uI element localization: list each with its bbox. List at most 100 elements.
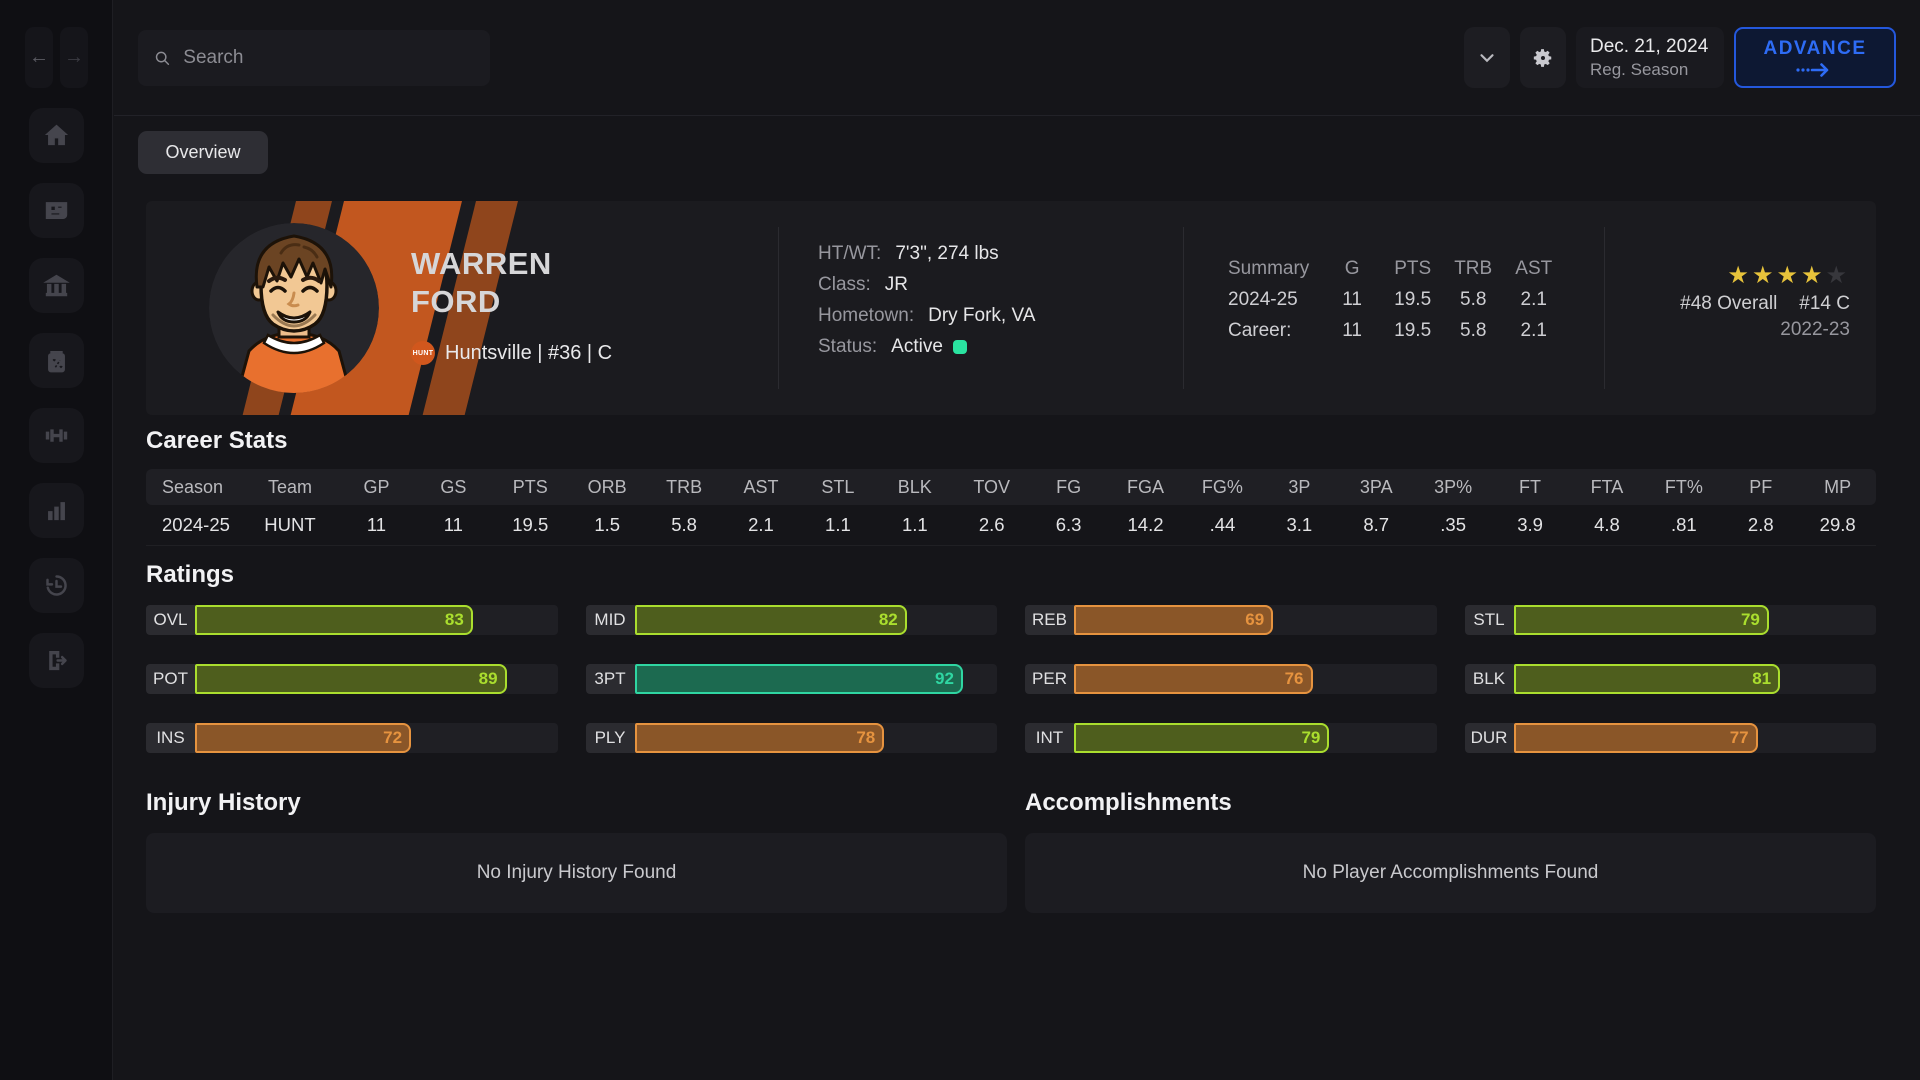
accomplishments-empty: No Player Accomplishments Found bbox=[1302, 862, 1599, 883]
rating-mid: MID 82 bbox=[585, 605, 997, 635]
search-box[interactable] bbox=[138, 30, 490, 86]
star-filled-icon: ★ bbox=[1727, 262, 1752, 289]
rating-label: DUR bbox=[1464, 723, 1514, 753]
rating-fill: 83 bbox=[195, 605, 473, 635]
bio-row: Hometown: Dry Fork, VA bbox=[818, 305, 1035, 327]
career-stat-cell: 1.5 bbox=[594, 514, 621, 535]
summary-cell: Career: bbox=[1228, 319, 1292, 341]
rating-track: 76 bbox=[1074, 664, 1437, 694]
rating-fill: 82 bbox=[634, 605, 907, 635]
game-date[interactable]: Dec. 21, 2024 Reg. Season bbox=[1576, 27, 1724, 88]
career-stat-cell: TOV bbox=[973, 476, 1011, 497]
player-team-position: Huntsville | #36 | C bbox=[445, 341, 613, 364]
bank-icon bbox=[43, 274, 70, 297]
summary-cell: 11 bbox=[1342, 319, 1362, 341]
career-stat-cell: 14.2 bbox=[1127, 514, 1164, 535]
sidebar-item-training[interactable] bbox=[29, 408, 84, 463]
rating-track: 89 bbox=[195, 664, 558, 694]
career-stat-cell: FT bbox=[1519, 476, 1542, 497]
career-stat-cell: FGA bbox=[1127, 476, 1165, 497]
rating-label: POT bbox=[146, 664, 195, 694]
collapse-button[interactable] bbox=[1464, 27, 1510, 88]
summary-header-row: Summary G PTS TRB AST bbox=[1228, 253, 1564, 284]
rating-fill: 79 bbox=[1513, 605, 1769, 635]
sidebar-item-history[interactable] bbox=[29, 558, 84, 613]
sidebar-item-news[interactable] bbox=[29, 183, 84, 238]
rating-track: 81 bbox=[1513, 664, 1876, 694]
rating-fill: 77 bbox=[1513, 723, 1758, 753]
career-stat-cell: 3PA bbox=[1359, 476, 1393, 497]
career-stat-cell: 5.8 bbox=[671, 514, 697, 535]
back-button[interactable]: ← bbox=[25, 27, 53, 88]
star-filled-icon: ★ bbox=[1800, 262, 1826, 289]
strategy-clipboard-icon bbox=[48, 350, 65, 373]
rating-reb: REB 69 bbox=[1025, 605, 1437, 635]
summary-cell: 2.1 bbox=[1520, 319, 1547, 341]
ratings-grid: OVL 83 MID 82 REB 69 STL 79 POT 89 3PT 92 PER 76 BLK 81… bbox=[146, 605, 1876, 753]
career-stat-cell: FT% bbox=[1664, 476, 1703, 497]
rating-label: 3PT bbox=[585, 664, 635, 694]
settings-button[interactable] bbox=[1520, 27, 1566, 88]
bar-chart-icon bbox=[48, 502, 65, 521]
injury-history-heading: Injury History bbox=[146, 789, 301, 816]
recruit-class-year: 2022-23 bbox=[1780, 319, 1850, 340]
summary-cell: 5.8 bbox=[1460, 288, 1487, 310]
sidebar-item-school[interactable] bbox=[29, 258, 84, 313]
season-phase: Reg. Season bbox=[1590, 59, 1689, 79]
sidebar-item-stats[interactable] bbox=[29, 483, 84, 538]
rating-fill: 92 bbox=[634, 664, 963, 694]
summary-cell: AST bbox=[1515, 257, 1553, 279]
sidebar-item-home[interactable] bbox=[29, 108, 84, 163]
search-input[interactable] bbox=[183, 47, 474, 69]
bio-value: Active bbox=[891, 336, 943, 357]
injury-history-panel: No Injury History Found bbox=[146, 833, 1007, 913]
player-card: WARREN FORD HUNT Huntsville | #36 | C HT… bbox=[146, 201, 1876, 415]
career-stat-cell: 19.5 bbox=[512, 514, 549, 535]
gear-icon bbox=[1533, 48, 1552, 67]
career-stat-cell: GP bbox=[363, 476, 390, 497]
rating-stl: STL 79 bbox=[1464, 605, 1876, 635]
player-avatar bbox=[209, 223, 379, 393]
arrow-left-icon: ← bbox=[29, 46, 49, 68]
rating-per: PER 76 bbox=[1025, 664, 1437, 694]
career-stat-cell: 11 bbox=[443, 514, 463, 535]
career-stat-cell: 2.6 bbox=[978, 514, 1005, 535]
star-rating: ★★★★★ bbox=[1727, 263, 1850, 289]
career-stat-cell: 1.1 bbox=[901, 514, 928, 535]
career-stat-cell: 8.7 bbox=[1363, 514, 1390, 535]
career-stat-cell: Season bbox=[162, 476, 224, 497]
player-last-name: FORD bbox=[411, 284, 501, 319]
rating-label: INS bbox=[146, 723, 195, 753]
rating-track: 69 bbox=[1074, 605, 1437, 635]
player-overview-page: Overview bbox=[114, 117, 1920, 1080]
history-clock-icon bbox=[46, 575, 67, 596]
forward-button[interactable]: → bbox=[60, 27, 88, 88]
team-logo[interactable]: HUNT bbox=[411, 341, 435, 365]
recruit-block: ★★★★★ #48 Overall #14 C 2022-23 bbox=[1680, 263, 1850, 341]
summary-cell: 2024-25 bbox=[1228, 288, 1298, 310]
arrow-right-icon: → bbox=[64, 46, 84, 68]
rating-track: 83 bbox=[195, 605, 558, 635]
career-stat-cell: 3P% bbox=[1434, 476, 1473, 497]
career-stat-cell: MP bbox=[1824, 476, 1852, 497]
career-stat-cell: ORB bbox=[587, 476, 627, 497]
career-stat-cell: PF bbox=[1749, 476, 1773, 497]
rating-track: 77 bbox=[1513, 723, 1876, 753]
chevron-down-icon bbox=[1480, 53, 1494, 62]
bio-value: 7'3", 274 lbs bbox=[895, 243, 999, 264]
divider bbox=[1604, 227, 1605, 389]
career-stat-cell: AST bbox=[743, 476, 779, 497]
injury-history-empty: No Injury History Found bbox=[476, 862, 677, 883]
divider bbox=[1183, 227, 1184, 389]
rating-fill: 78 bbox=[634, 723, 885, 753]
rating-fill: 72 bbox=[195, 723, 412, 753]
tab-overview[interactable]: Overview bbox=[138, 131, 268, 174]
rating-label: MID bbox=[585, 605, 635, 635]
advance-button[interactable]: ADVANCE bbox=[1734, 27, 1896, 88]
accomplishments-panel: No Player Accomplishments Found bbox=[1025, 833, 1876, 913]
star-empty-icon: ★ bbox=[1825, 262, 1850, 289]
summary-cell: PTS bbox=[1394, 257, 1432, 279]
sidebar-item-playbook[interactable] bbox=[29, 333, 84, 388]
rating-fill: 79 bbox=[1074, 723, 1330, 753]
sidebar-item-exit[interactable] bbox=[29, 633, 84, 688]
